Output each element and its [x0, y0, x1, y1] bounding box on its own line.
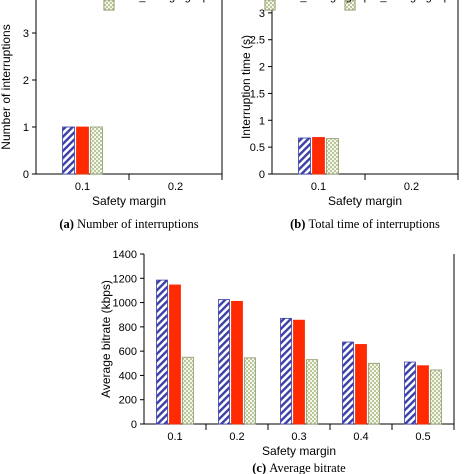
caption-text: Average bitrate: [269, 461, 346, 474]
y-tick-label: 0: [259, 169, 265, 181]
bar-slideediting-0-2: [231, 300, 243, 425]
bar-web-browsing-0-4: [368, 362, 380, 425]
y-tick-label: 1200: [113, 273, 137, 285]
y-axis-label: Interruption time (s): [239, 35, 253, 139]
panel-caption: (c) Average bitrate: [252, 461, 346, 474]
legend-swatch: [344, 0, 356, 11]
y-tick-label: 3: [259, 8, 265, 20]
caption-label: (c): [252, 461, 269, 474]
legend-entry: Web_Browsing: [278, 0, 352, 3]
legend-swatch: [264, 0, 276, 11]
bar-missioncontrolclip3-0-1: [62, 126, 75, 175]
y-tick-label: 400: [119, 370, 137, 382]
bar-slideediting-0-1: [312, 137, 325, 175]
y-tick-label: 200: [119, 395, 137, 407]
legend-entry: Web_Browsing: [358, 0, 432, 3]
x-axis-label: Safety margin: [328, 194, 402, 208]
x-tick-label: 0.3: [291, 431, 306, 443]
y-tick-label: 2.5: [250, 35, 265, 47]
legend-entry: MissionControlClip3: [358, 0, 456, 3]
bar-web-browsing-0-3: [306, 359, 318, 425]
caption-label: (b): [290, 217, 308, 231]
bar-slideediting-0-1: [169, 284, 181, 425]
bar-missioncontrolclip3-0-1: [298, 137, 311, 175]
bar-web-browsing-0-1: [182, 356, 194, 425]
x-tick-label: 0.1: [75, 181, 90, 193]
x-tick-label: 0.2: [404, 181, 419, 193]
legend-entry: SlideEditing: [358, 0, 416, 3]
y-tick-label: 1: [23, 122, 29, 134]
y-tick-label: 1.5: [250, 88, 265, 100]
y-tick-label: 0: [23, 169, 29, 181]
bar-slideediting-0-1: [76, 126, 89, 175]
x-axis-label: Safety margin: [262, 444, 336, 458]
bar-slideediting-0-5: [417, 365, 429, 425]
bar-missioncontrolclip3-0-5: [404, 361, 416, 425]
legend-entry: SlideEditing: [117, 0, 175, 3]
legend-entry: SlideEditing: [278, 0, 336, 3]
y-axis-label: Average bitrate (kbps): [99, 280, 113, 398]
legend-entry: MissionControlClip3: [117, 0, 215, 3]
y-axis-label: Number of interruptions: [0, 24, 13, 149]
bar-web-browsing-0-2: [244, 357, 256, 425]
y-tick-label: 1000: [113, 298, 137, 310]
bar-missioncontrolclip3-0-2: [218, 299, 230, 425]
y-tick-label: 2: [23, 75, 29, 87]
bar-slideediting-0-3: [293, 319, 305, 425]
panel-caption: (b) Total time of interruptions: [290, 217, 440, 231]
y-tick-label: 3: [23, 28, 29, 40]
caption-text: Total time of interruptions: [309, 217, 441, 231]
bar-missioncontrolclip3-0-3: [280, 317, 292, 425]
chart-panel-c: 1400 1200 1000 800 600 400 200 0 0.1 0.2 0.3 0.4 0.5…: [99, 0, 455, 474]
y-tick-label: 1: [259, 115, 265, 127]
y-tick-label: 2: [259, 62, 265, 74]
x-axis-label: Safety margin: [92, 194, 166, 208]
caption-label: (a): [59, 217, 77, 231]
y-tick-label: 800: [119, 322, 137, 334]
caption-text: Number of interruptions: [77, 217, 199, 231]
y-tick-label: 600: [119, 346, 137, 358]
x-tick-label: 0.1: [311, 181, 326, 193]
y-tick-label: 1400: [113, 249, 137, 261]
bar-web-browsing-0-1: [326, 138, 339, 175]
x-tick-label: 0.2: [229, 431, 244, 443]
x-tick-label: 0.5: [415, 431, 430, 443]
bar-missioncontrolclip3-0-4: [342, 341, 354, 425]
legend-entry: MissionControlClip3: [278, 0, 376, 3]
bar-web-browsing-0-5: [430, 369, 442, 425]
legend-swatch: [103, 0, 115, 11]
bar-missioncontrolclip3-0-1: [156, 279, 168, 425]
x-tick-label: 0.1: [167, 431, 182, 443]
bar-slideediting-0-4: [355, 344, 367, 425]
panel-caption: (a) Number of interruptions: [59, 217, 198, 231]
y-tick-label: 0: [131, 419, 137, 431]
x-tick-label: 0.2: [168, 181, 183, 193]
bar-web-browsing-0-1: [90, 126, 103, 175]
y-tick-label: 0.5: [250, 142, 265, 154]
x-tick-label: 0.4: [353, 431, 368, 443]
legend-entry: Web_Browsing: [117, 0, 191, 3]
